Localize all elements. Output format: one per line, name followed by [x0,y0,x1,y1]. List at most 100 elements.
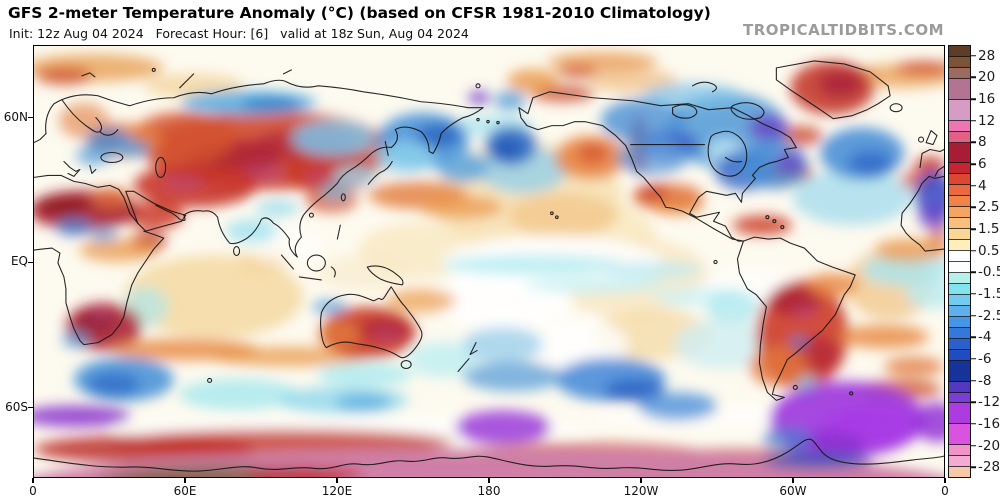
colorbar-tick [971,401,976,403]
lat-label-60S: 60S [5,399,28,414]
anomaly-map [33,45,945,478]
colorbar-segment [949,174,970,186]
lon-label-0-6: 0 [941,484,949,498]
colorbar-label--0.5: -0.5 [978,264,1000,281]
colorbar-segment [949,67,970,79]
colorbar-segment [949,294,970,306]
colorbar-segment [949,218,970,230]
colorbar-segment [949,56,970,68]
colorbar-tick [971,76,976,79]
colorbar-segment [949,424,970,446]
colorbar-label-6: 6 [978,156,987,173]
lon-tick [184,478,186,483]
colorbar-tick [971,98,976,100]
colorbar-segment [949,456,970,468]
colorbar-label-1.5: 1.5 [978,221,1000,238]
anomaly-map-canvas [34,46,944,477]
colorbar-label--16: -16 [978,415,1000,432]
colorbar-label--2.5: -2.5 [978,307,1000,324]
colorbar-label--20: -20 [978,437,1000,454]
colorbar-segment [949,142,970,164]
lon-tick [336,478,338,483]
lon-tick [640,478,642,483]
colorbar-segment [949,273,970,284]
colorbar-tick [971,271,976,274]
lon-label-60E-1: 60E [173,484,197,498]
colorbar-label-20: 20 [978,69,996,86]
colorbar-segment [949,338,970,350]
colorbar-segment [949,163,970,175]
colorbar-segment [949,283,970,295]
colorbar-label-12: 12 [978,112,996,129]
tropicaltidbits-watermark: TROPICALTIDBITS.COM [743,21,944,39]
lon-tick [32,478,34,483]
colorbar-label--4: -4 [978,329,992,346]
lon-label-180-3: 180 [477,484,501,498]
page-title: GFS 2-meter Temperature Anomaly (°C) (ba… [8,4,711,22]
colorbar-label--8: -8 [978,372,992,389]
colorbar-segment [949,262,970,274]
coastlines [34,60,944,472]
colorbar-segment [949,392,970,404]
lon-label-60W-5: 60W [779,484,807,498]
anomaly-field [34,51,944,477]
lon-label-120W-4: 120W [623,484,659,498]
lon-label-120E-2: 120E [321,484,353,498]
colorbar-segment [949,305,970,317]
colorbar-tick [971,249,976,252]
colorbar-segment [949,46,970,57]
colorbar-tick [971,163,976,165]
colorbar-label-8: 8 [978,134,987,151]
lon-tick [944,478,946,483]
colorbar-segment [949,251,970,263]
colorbar-label--28: -28 [978,459,1000,476]
lon-tick [488,478,490,483]
colorbar-segment [949,349,970,361]
colorbar-tick [971,444,976,447]
colorbar-label-28: 28 [978,47,996,64]
colorbar-segment [949,99,970,121]
lat-label-60N: 60N [3,109,28,124]
colorbar-label-4: 4 [978,177,987,194]
lon-label-0-0: 0 [29,484,37,498]
colorbar-label-16: 16 [978,91,996,108]
init-forecast-valid-line: Init: 12z Aug 04 2024 Forecast Hour: [6]… [9,26,469,41]
lat-tick [28,406,33,409]
colorbar-label--12: -12 [978,394,1000,411]
colorbar-segment [949,120,970,132]
colorbar-segment [949,403,970,425]
colorbar-tick [971,184,976,187]
colorbar-tick [971,336,976,339]
colorbar-tick [971,55,976,57]
colorbar-tick [971,423,976,425]
colorbar-segment [949,207,970,219]
colorbar-label--1.5: -1.5 [978,285,1000,302]
colorbar-tick [971,228,976,230]
colorbar-segment [949,467,970,478]
colorbar-tick [971,466,976,468]
colorbar-segment [949,78,970,100]
colorbar-segment [949,240,970,252]
lat-tick [28,116,33,119]
lon-tick [792,478,794,483]
lat-label-EQ: EQ [10,254,28,269]
colorbar-segment [949,360,970,382]
colorbar-segment [949,131,970,143]
colorbar-label-2.5: 2.5 [978,199,1000,216]
lat-tick [28,261,33,264]
colorbar-tick [971,293,976,295]
colorbar-segment [949,381,970,393]
colorbar-tick [971,206,976,209]
colorbar-segment [949,316,970,328]
colorbar-label--6: -6 [978,350,992,367]
colorbar-tick [971,358,976,360]
colorbar-tick [971,379,976,382]
colorbar-segment [949,327,970,339]
colorbar-tick [971,314,976,317]
colorbar-segment [949,196,970,208]
colorbar-label-0.5: 0.5 [978,242,1000,259]
colorbar-segment [949,229,970,241]
colorbar-tick [971,141,976,144]
colorbar-tick [971,120,976,122]
